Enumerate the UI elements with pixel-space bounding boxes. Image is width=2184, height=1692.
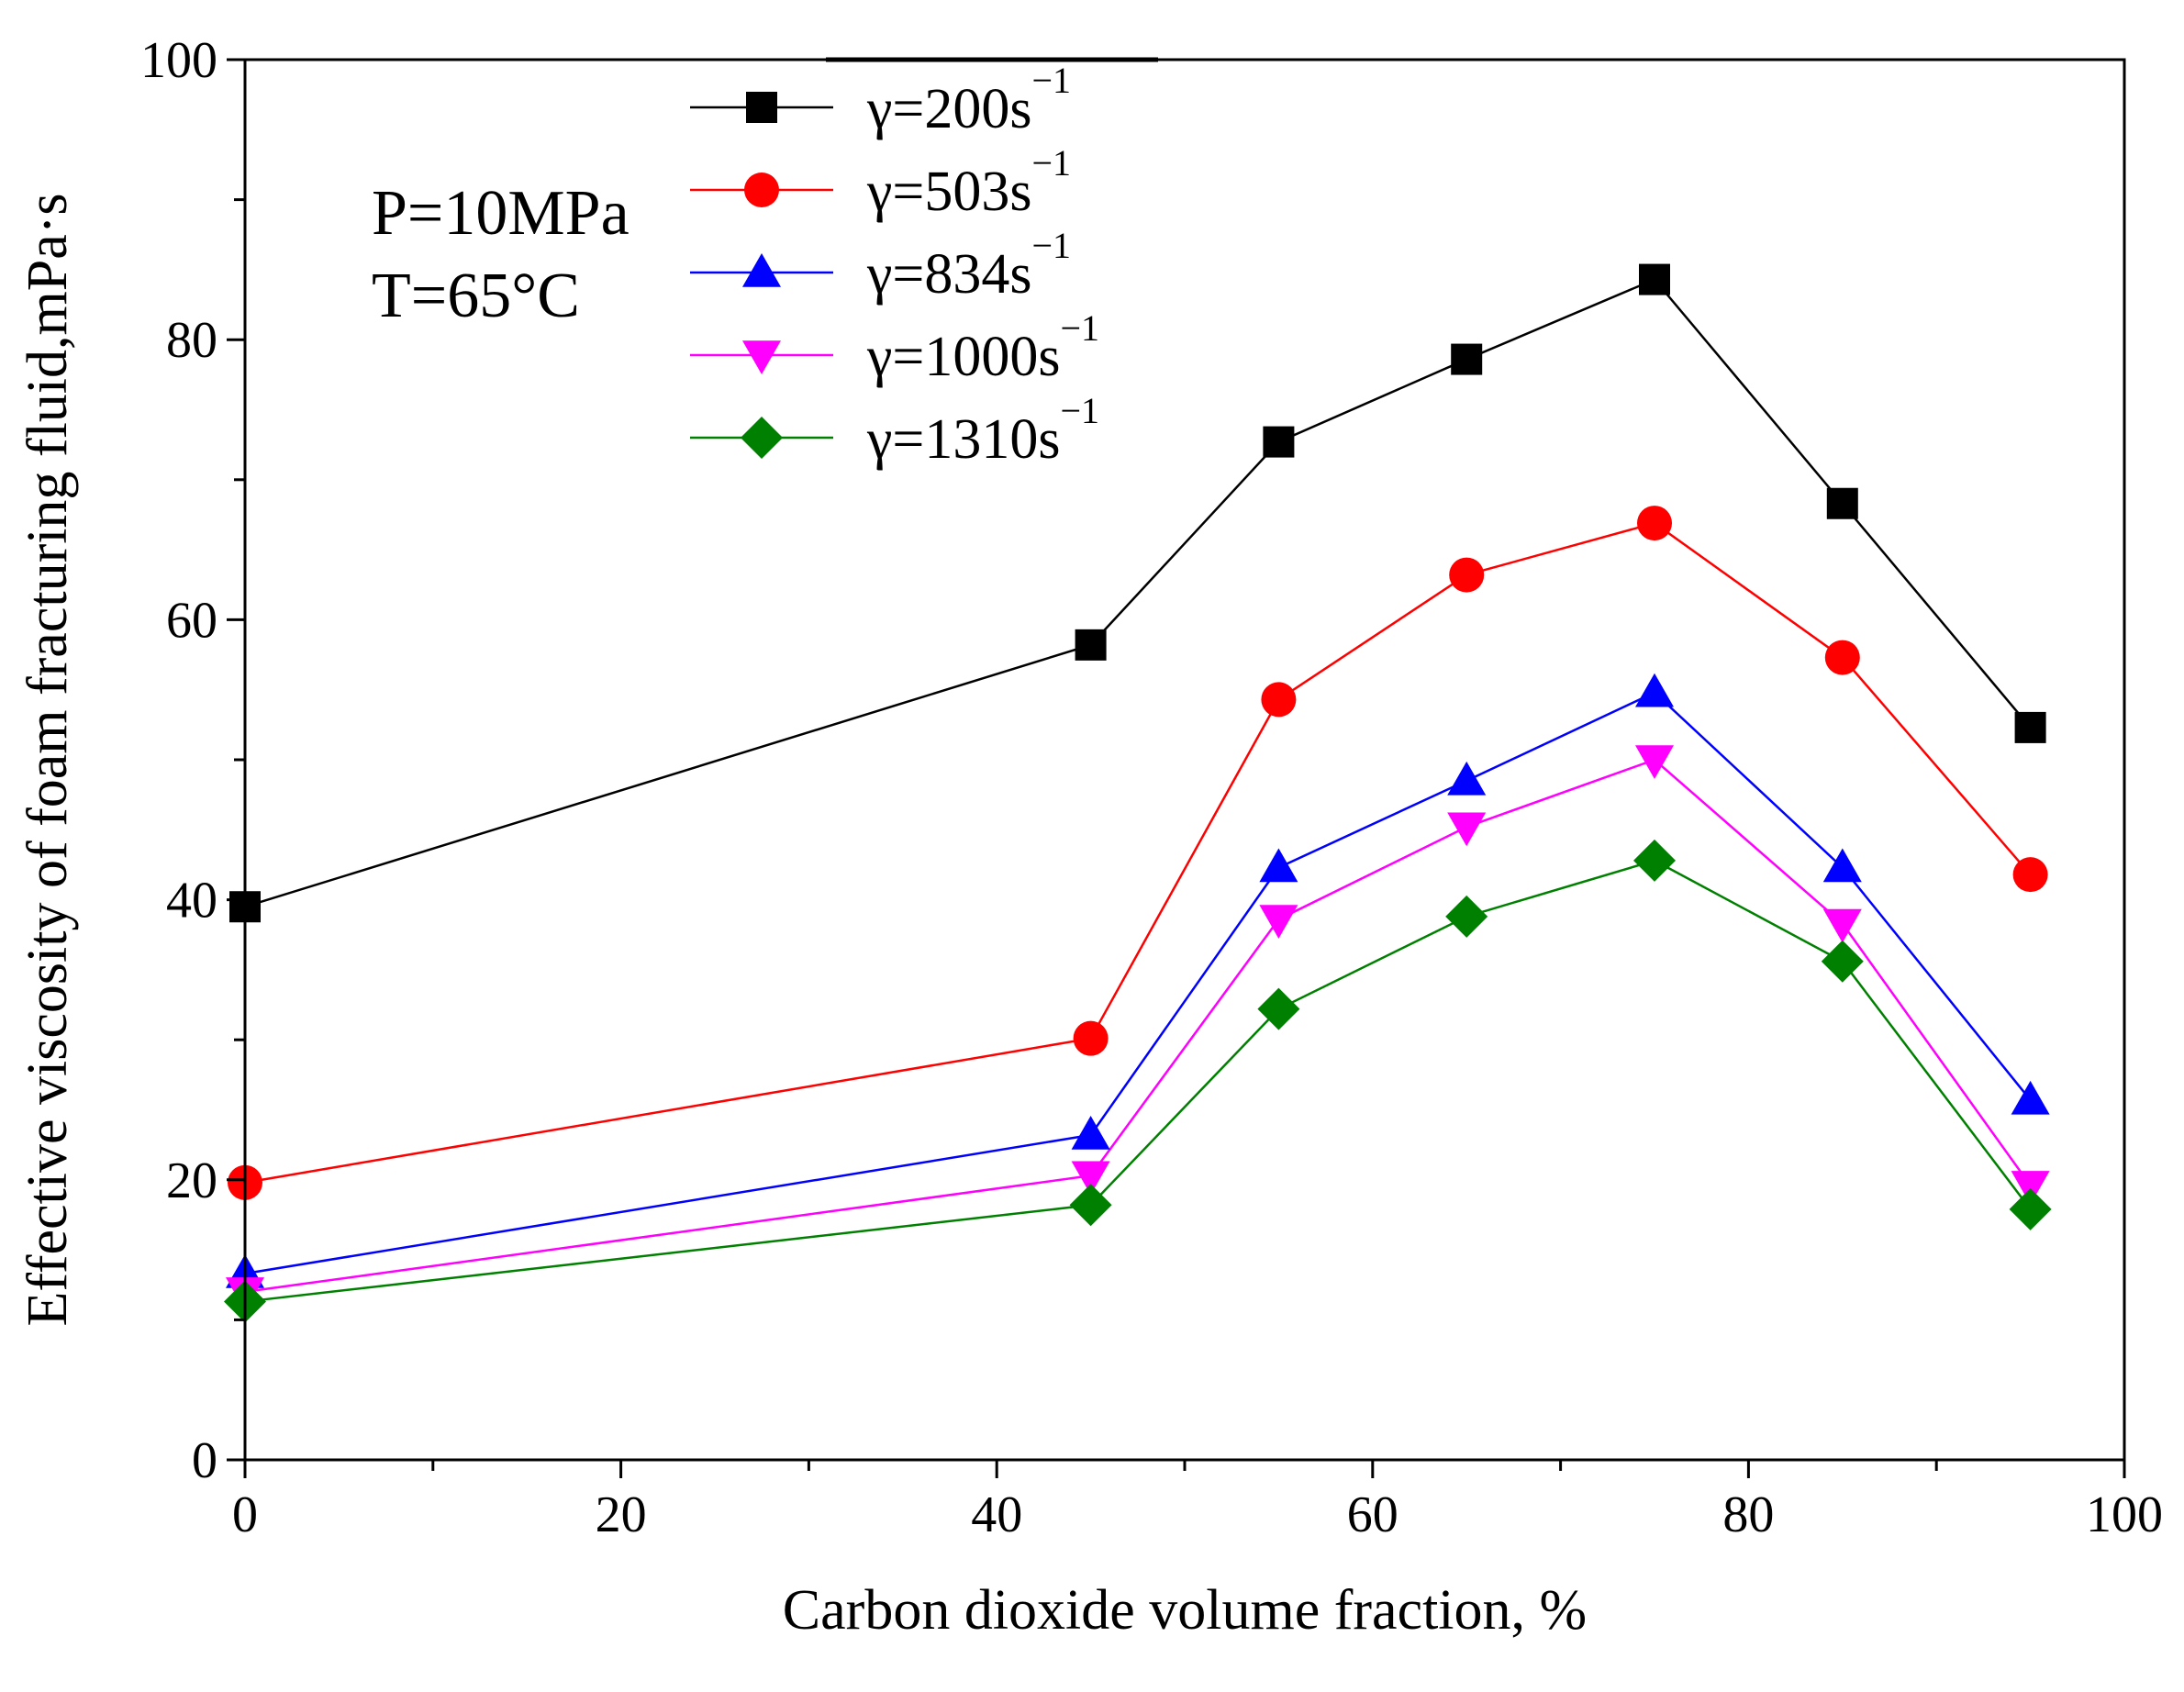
legend-label: γ=1000s−1 (866, 307, 1099, 388)
legend-label: γ=834s−1 (866, 225, 1071, 306)
data-point-marker (1635, 745, 1674, 779)
data-point-marker (1259, 848, 1298, 883)
data-point-marker (2014, 711, 2046, 743)
data-point-marker (1259, 905, 1298, 939)
data-point-marker (1635, 673, 1674, 707)
y-axis-title: Effective viscosity of foam fracturing f… (17, 193, 79, 1326)
data-point-marker (1257, 987, 1300, 1030)
data-point-marker (1639, 263, 1670, 295)
y-tick-label: 80 (166, 312, 217, 369)
x-tick-label: 60 (1347, 1486, 1398, 1543)
y-tick-label: 100 (140, 32, 217, 89)
legend-marker (742, 340, 781, 374)
x-tick-label: 0 (232, 1486, 258, 1543)
legend-marker (741, 417, 783, 459)
x-axis-title: Carbon dioxide volume fraction, % (783, 1579, 1587, 1642)
data-point-marker (1445, 895, 1488, 938)
data-point-marker (1071, 1161, 1110, 1196)
x-tick-label: 80 (1722, 1486, 1774, 1543)
y-tick-label: 0 (192, 1432, 217, 1489)
data-point-marker (2011, 1080, 2050, 1115)
pressure-annotation: P=10MPa (372, 178, 630, 249)
legend-marker (744, 173, 779, 207)
x-tick-label: 100 (2086, 1486, 2163, 1543)
plot-series-markers (224, 263, 2052, 1323)
series-line (244, 691, 2032, 1275)
data-point-marker (1069, 1184, 1112, 1227)
data-point-marker (1637, 506, 1672, 541)
data-point-marker (1071, 1115, 1110, 1150)
series-line (244, 278, 2032, 908)
temperature-annotation: T=65°C (372, 261, 580, 331)
y-tick-label: 60 (166, 592, 217, 649)
legend-marker (746, 92, 777, 123)
data-point-marker (1447, 812, 1487, 847)
plot-series-lines (244, 278, 2032, 1303)
data-point-marker (2011, 1171, 2050, 1205)
data-point-marker (1447, 761, 1487, 796)
legend-marker (742, 253, 781, 287)
legend-label: γ=200s−1 (866, 60, 1071, 140)
data-point-marker (1824, 640, 1860, 675)
y-tick-label: 40 (166, 873, 217, 929)
legend-label: γ=1310s−1 (866, 390, 1099, 471)
data-point-marker (1073, 1020, 1109, 1056)
data-point-marker (1261, 682, 1297, 718)
x-tick-label: 20 (596, 1486, 647, 1543)
x-tick-label: 40 (971, 1486, 1022, 1543)
data-point-marker (1826, 487, 1858, 519)
legend-label: γ=503s−1 (866, 142, 1071, 223)
data-point-marker (1451, 343, 1483, 375)
data-point-marker (1263, 426, 1295, 458)
data-point-marker (1075, 629, 1107, 661)
data-point-marker (1821, 940, 1864, 983)
data-point-marker (1633, 839, 1676, 882)
legend: γ=200s−1γ=503s−1γ=834s−1γ=1000s−1γ=1310s… (690, 60, 1099, 471)
data-point-marker (2012, 857, 2048, 893)
y-tick-label: 20 (166, 1152, 217, 1209)
data-point-marker (1449, 557, 1485, 593)
series-line (244, 758, 2032, 1294)
data-point-marker (1822, 908, 1862, 943)
x-tick-labels: 0 20 40 60 80 100 (232, 1486, 2163, 1543)
axis-ticks (227, 58, 2126, 1478)
series-line (244, 859, 2032, 1303)
data-point-marker (2009, 1187, 2052, 1230)
data-point-marker (1822, 848, 1862, 883)
y-tick-labels: 0 20 40 60 80 100 (140, 32, 217, 1489)
